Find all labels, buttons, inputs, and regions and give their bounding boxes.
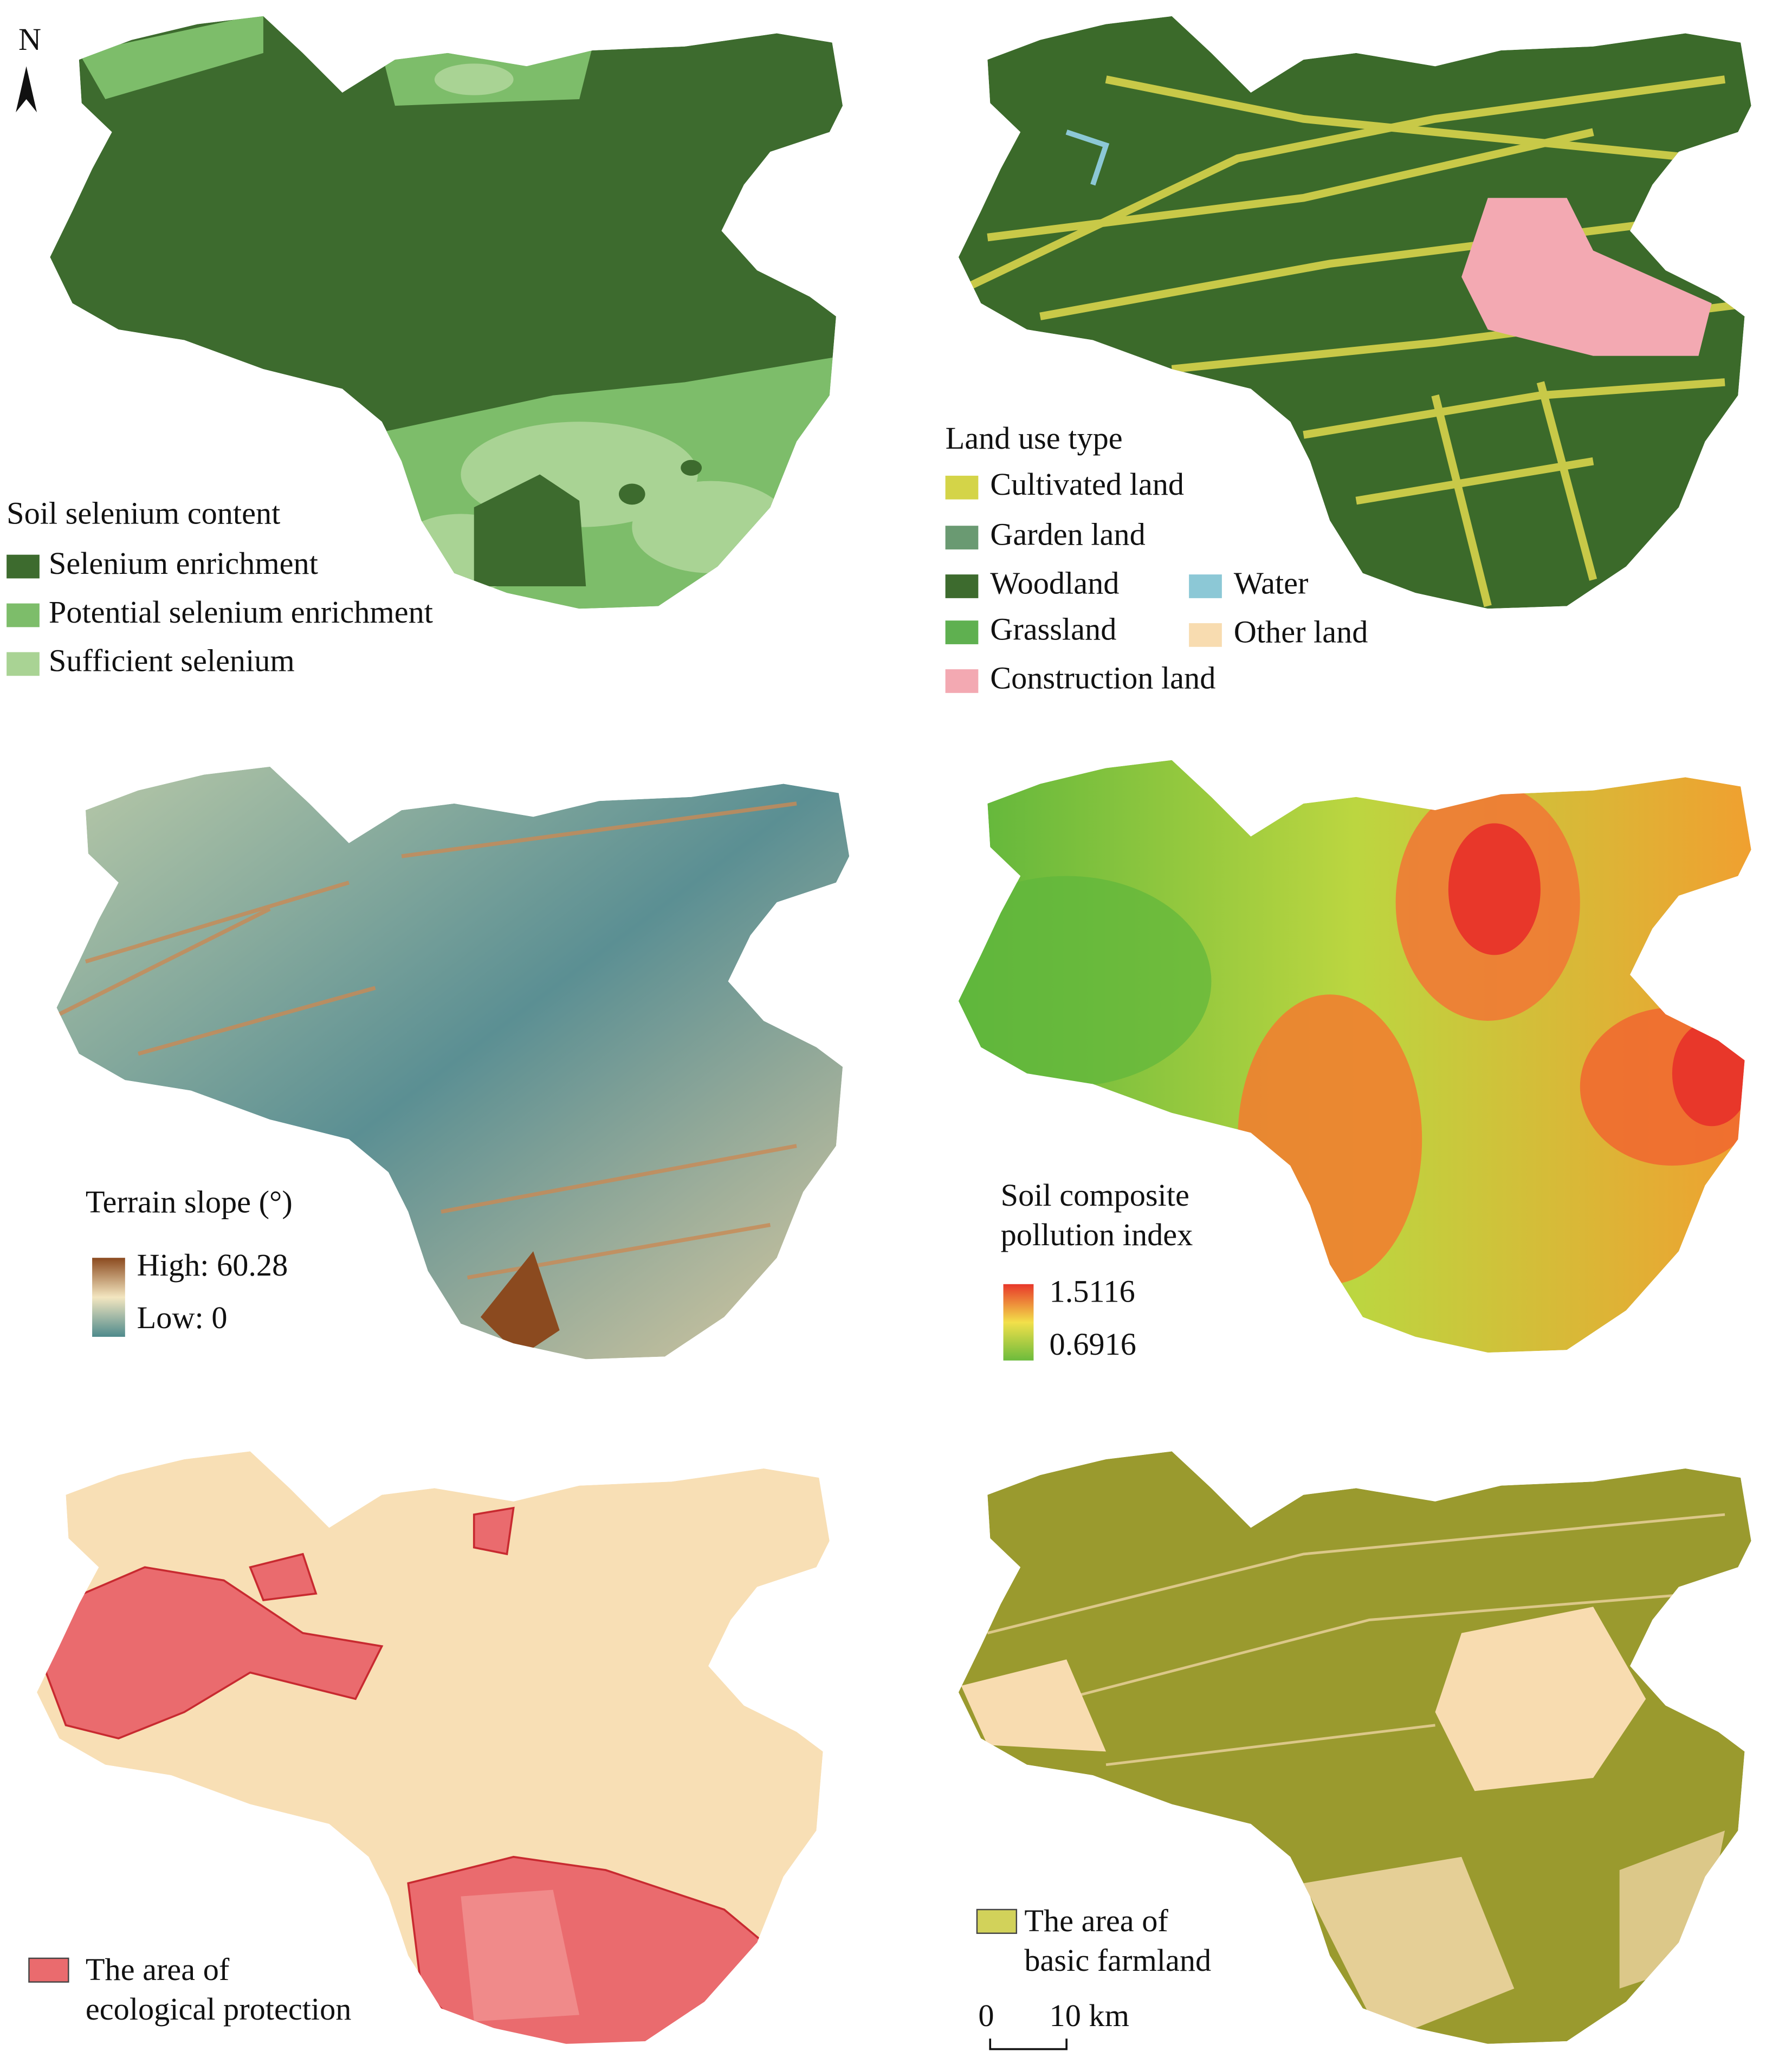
legend-label: Potential selenium enrichment: [49, 594, 433, 630]
legend-label: Construction land: [990, 660, 1215, 695]
legend-swatch: [976, 1908, 1018, 1934]
legend-label: Woodland: [990, 565, 1119, 600]
legend-title: Soil composite: [1001, 1177, 1189, 1213]
scale-start: 0: [978, 1998, 994, 2033]
legend-low: 0.6916: [1050, 1327, 1136, 1362]
map-farmland: [958, 1451, 1751, 2044]
north-arrow: [16, 66, 37, 113]
legend-label: Other land: [1234, 614, 1368, 649]
legend-swatch: [945, 669, 979, 693]
legends: Soil selenium content Selenium enrichment…: [7, 420, 1368, 2050]
legend-swatch: [945, 526, 979, 549]
legend-title: Terrain slope (°): [86, 1184, 293, 1219]
scale-end: 10 km: [1050, 1998, 1129, 2033]
legend-title: Land use type: [946, 420, 1123, 456]
legend-swatch: [28, 1957, 69, 1983]
legend-swatch: [7, 554, 40, 579]
map-pollution: [958, 760, 1751, 1353]
legend-label: The area of: [1024, 1903, 1168, 1938]
legend-swatch: [1189, 574, 1222, 598]
legend-swatch: [7, 603, 40, 627]
map-slope: [56, 766, 850, 1360]
legend-swatch: [1189, 623, 1222, 647]
legend-ramp: [1003, 1284, 1034, 1361]
north-label: N: [18, 22, 41, 57]
legend-label: Grassland: [990, 611, 1116, 646]
legend-title: Soil selenium content: [7, 496, 280, 531]
legend-label: Sufficient selenium: [49, 643, 295, 678]
legend-label: Cultivated land: [990, 467, 1184, 502]
legend-high: High: 60.28: [137, 1247, 288, 1283]
legend-swatch: [945, 620, 979, 644]
legend-title: pollution index: [1001, 1217, 1193, 1252]
legend-swatch: [945, 574, 979, 598]
legend-swatch: [945, 475, 979, 500]
legend-high: 1.5116: [1050, 1274, 1135, 1309]
map-selenium: [50, 16, 843, 609]
scale-bar: [989, 2039, 1068, 2050]
map-land-use: [958, 16, 1751, 609]
legend-label: Selenium enrichment: [49, 546, 318, 581]
map-ecological: [37, 1451, 830, 2044]
legend-label: Garden land: [990, 516, 1146, 552]
legend-swatch: [7, 652, 40, 676]
legend-label: Water: [1234, 565, 1309, 600]
legend-label: ecological protection: [86, 1991, 351, 2027]
legend-low: Low: 0: [137, 1300, 228, 1335]
legend-ramp: [92, 1258, 125, 1337]
legend-label: The area of: [86, 1952, 230, 1987]
legend-label: basic farmland: [1024, 1943, 1211, 1978]
